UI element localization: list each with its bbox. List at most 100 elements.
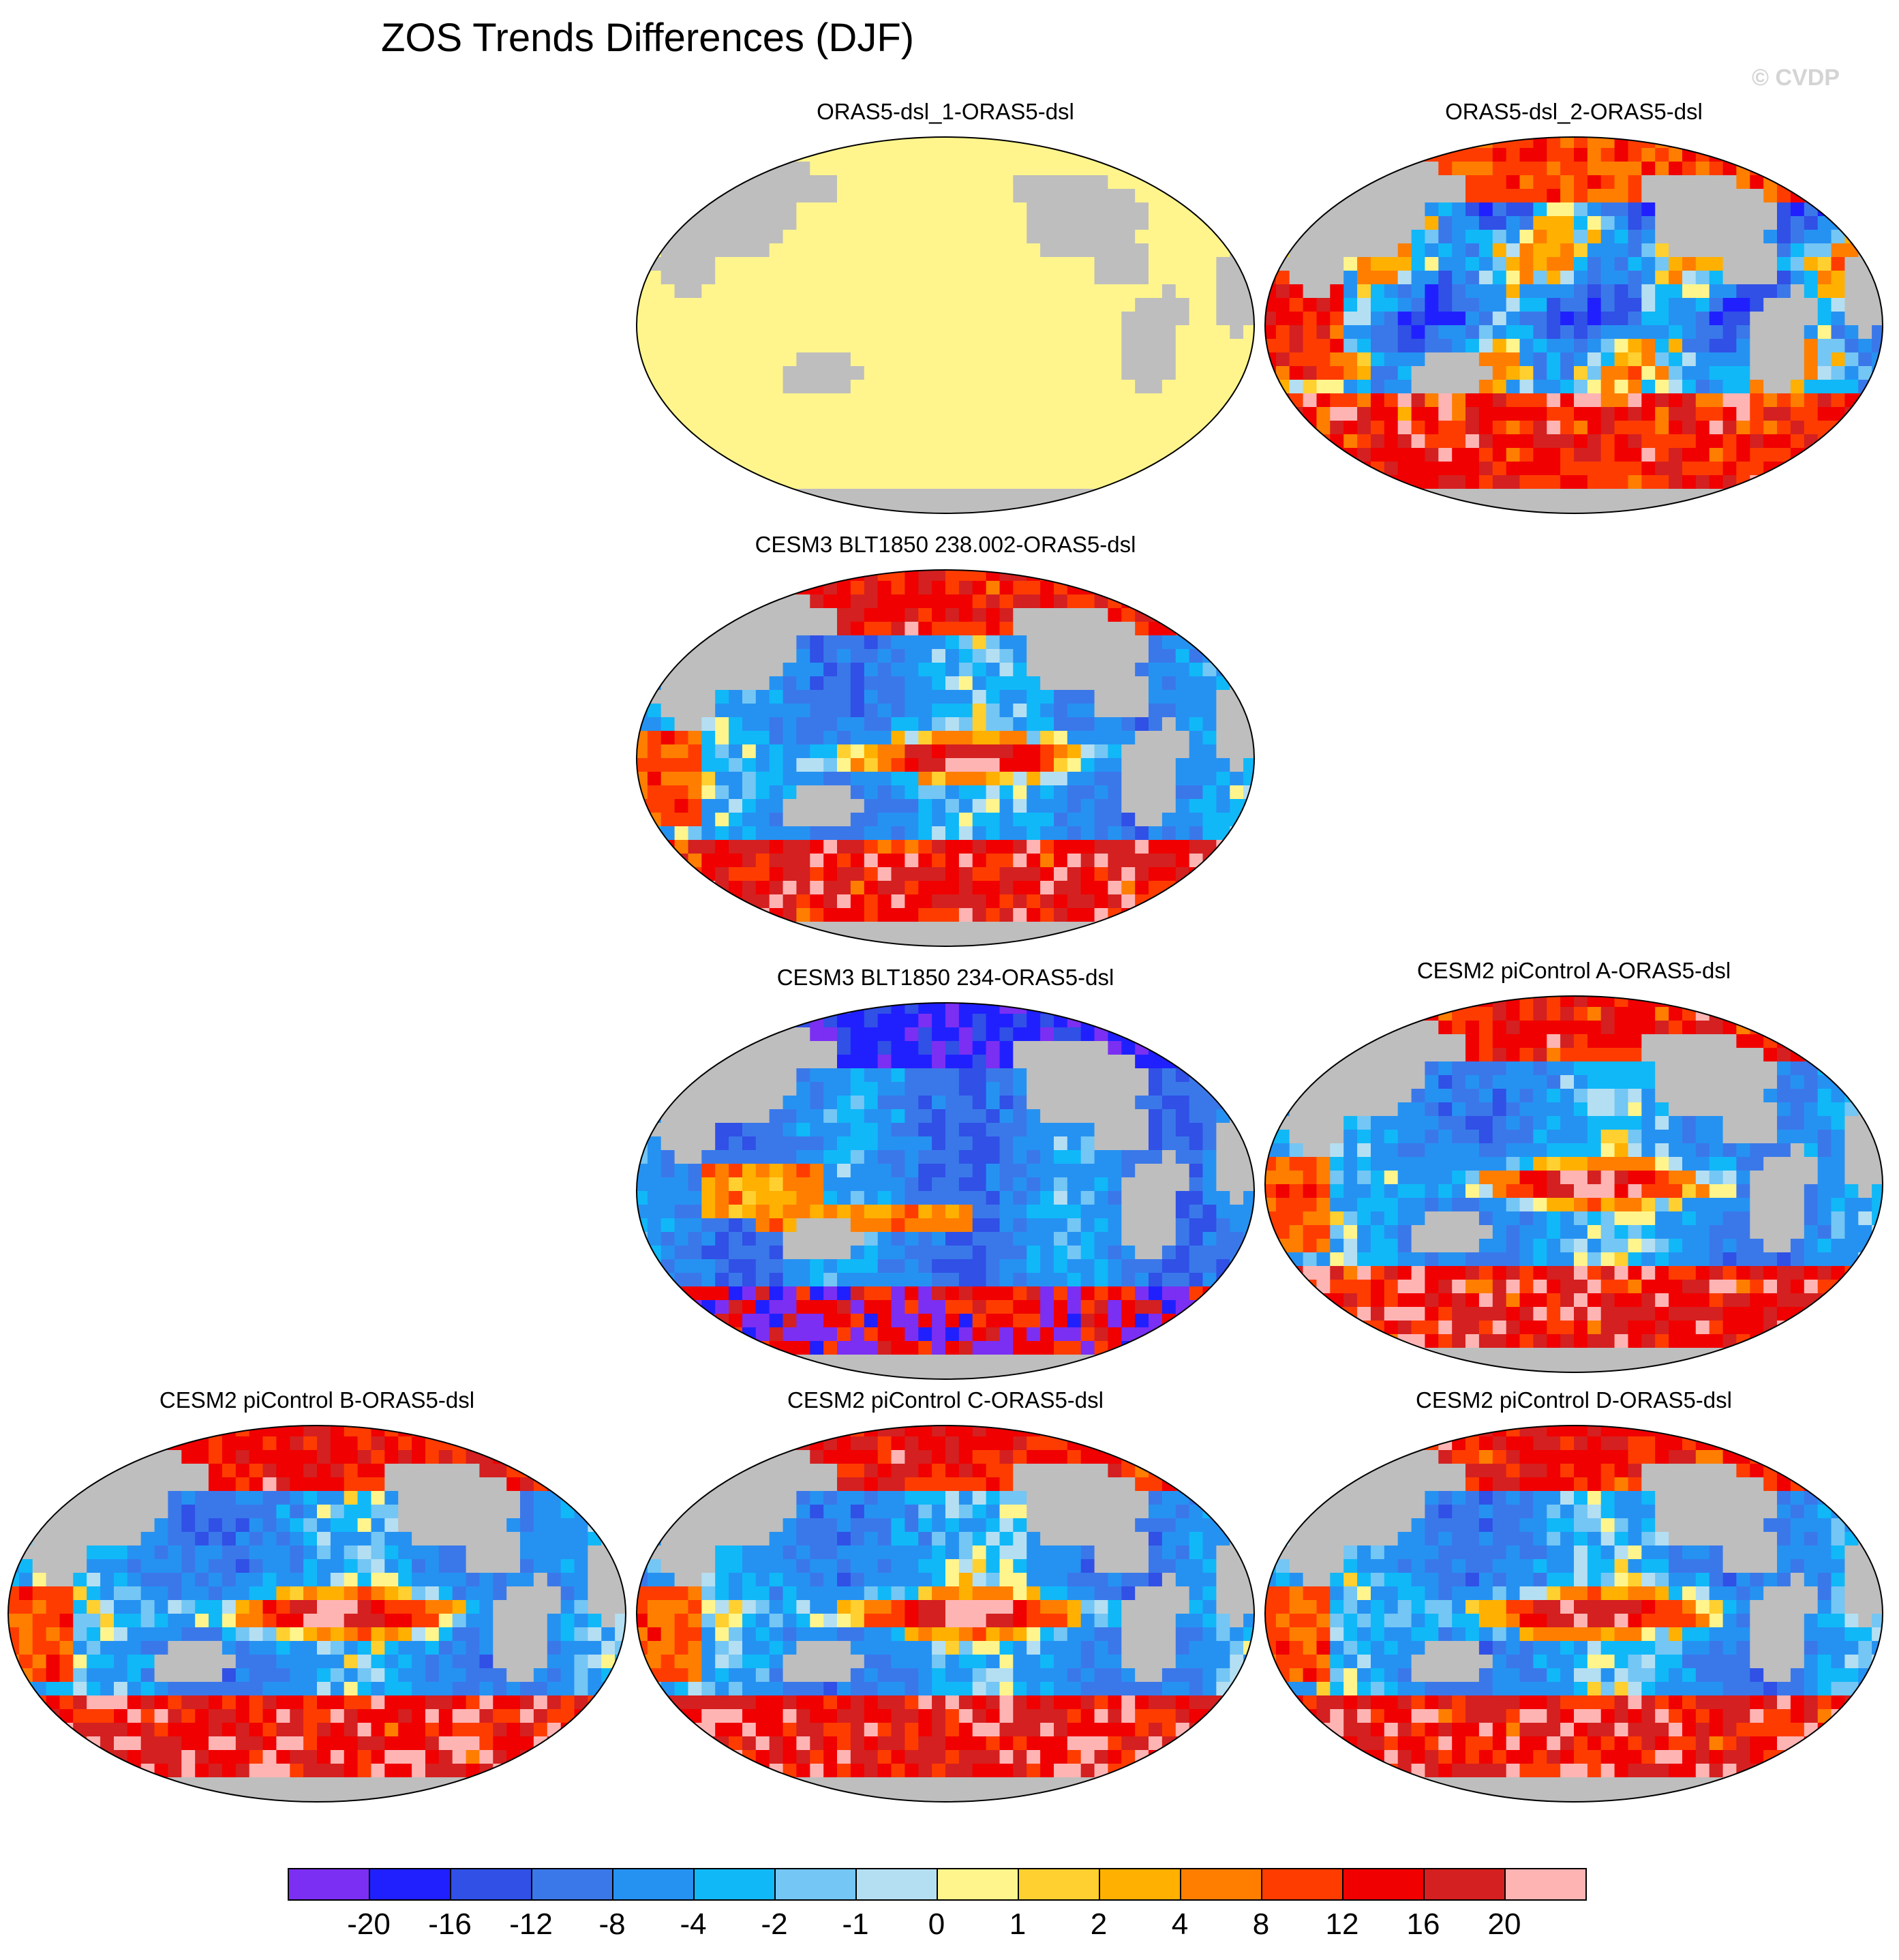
ocean-cell <box>932 366 946 380</box>
land-cell <box>1149 502 1163 513</box>
ocean-cell <box>1094 312 1109 326</box>
ocean-cell <box>972 1286 987 1301</box>
ocean-cell <box>958 867 973 881</box>
land-cell <box>769 1082 784 1096</box>
land-cell <box>1149 1218 1163 1233</box>
land-cell <box>1790 352 1805 367</box>
ocean-cell <box>850 1259 865 1273</box>
land-cell <box>1094 676 1109 691</box>
ocean-cell <box>1614 312 1629 326</box>
ocean-cell <box>1027 785 1041 800</box>
ocean-cell <box>769 257 784 271</box>
ocean-cell <box>1189 230 1204 244</box>
ocean-cell <box>810 1300 824 1314</box>
ocean-cell <box>1080 448 1095 462</box>
ocean-cell <box>1872 462 1883 476</box>
ocean-cell <box>1844 352 1859 367</box>
ocean-cell <box>850 594 865 609</box>
ocean-cell <box>1438 230 1453 244</box>
ocean-cell <box>796 894 810 909</box>
ocean-cell <box>742 1218 757 1233</box>
ocean-cell <box>1303 393 1318 408</box>
ocean-cell <box>1094 894 1109 909</box>
ocean-cell <box>1817 137 1832 149</box>
ocean-cell <box>999 162 1014 176</box>
ocean-cell <box>1013 813 1027 827</box>
ocean-cell <box>637 421 648 435</box>
ocean-cell <box>972 744 987 759</box>
ocean-cell <box>742 284 757 299</box>
land-cell <box>660 935 675 946</box>
land-cell <box>796 1246 810 1260</box>
ocean-cell <box>637 594 648 609</box>
land-cell <box>1587 502 1602 513</box>
ocean-cell <box>1330 380 1344 394</box>
land-cell <box>1669 243 1683 258</box>
ocean-cell <box>1831 202 1845 217</box>
ocean-cell <box>999 867 1014 881</box>
ocean-cell <box>1736 421 1750 435</box>
ocean-cell <box>729 1286 743 1301</box>
ocean-cell <box>986 813 1001 827</box>
ocean-cell <box>972 1259 987 1273</box>
ocean-cell <box>1135 1300 1149 1314</box>
ocean-cell <box>1189 202 1204 217</box>
ocean-cell <box>958 581 973 595</box>
land-cell <box>674 704 689 718</box>
land-cell <box>1013 1055 1027 1069</box>
ocean-cell <box>647 1177 662 1192</box>
ocean-cell <box>1067 325 1082 340</box>
land-cell <box>769 162 784 176</box>
land-cell <box>945 922 960 936</box>
ocean-cell <box>864 840 879 854</box>
ocean-cell <box>1872 434 1883 449</box>
ocean-cell <box>958 704 973 718</box>
ocean-cell <box>986 1123 1001 1137</box>
ocean-cell <box>823 137 838 149</box>
land-cell <box>1161 339 1176 353</box>
ocean-cell <box>810 663 824 677</box>
ocean-cell <box>1013 1096 1027 1110</box>
ocean-cell <box>823 717 838 732</box>
ocean-cell <box>972 202 987 217</box>
ocean-cell <box>1013 1150 1027 1164</box>
ocean-cell <box>1080 325 1095 340</box>
land-cell <box>972 502 987 513</box>
ocean-cell <box>945 1232 960 1246</box>
land-cell <box>1736 271 1750 285</box>
ocean-cell <box>1216 881 1230 895</box>
land-cell <box>1161 1177 1176 1192</box>
ocean-cell <box>1027 298 1041 312</box>
land-cell <box>1108 489 1122 503</box>
ocean-cell <box>1054 799 1068 813</box>
land-cell <box>1027 635 1041 650</box>
ocean-cell <box>1202 1273 1217 1287</box>
land-cell <box>1189 489 1204 503</box>
ocean-cell <box>783 1136 797 1151</box>
ocean-cell <box>1216 1232 1230 1246</box>
ocean-cell <box>837 339 851 353</box>
ocean-cell <box>810 1205 824 1219</box>
ocean-cell <box>1054 407 1068 421</box>
land-cell <box>783 175 797 190</box>
ocean-cell <box>999 421 1014 435</box>
ocean-cell <box>1587 189 1602 203</box>
ocean-cell <box>1094 1300 1109 1314</box>
ocean-cell <box>637 243 648 258</box>
ocean-cell <box>742 826 757 841</box>
ocean-cell <box>1722 325 1737 340</box>
ocean-cell <box>729 1314 743 1328</box>
ocean-cell <box>688 1286 702 1301</box>
land-cell <box>1216 1164 1230 1178</box>
ocean-cell <box>1397 352 1412 367</box>
ocean-cell <box>715 717 729 732</box>
ocean-cell <box>1438 475 1453 489</box>
land-cell <box>783 635 797 650</box>
ocean-cell <box>715 799 729 813</box>
ocean-cell <box>1108 175 1122 190</box>
land-cell <box>1094 1068 1109 1083</box>
ocean-cell <box>945 1014 960 1028</box>
ocean-cell <box>729 772 743 786</box>
ocean-cell <box>1574 421 1588 435</box>
land-cell <box>1149 813 1163 827</box>
